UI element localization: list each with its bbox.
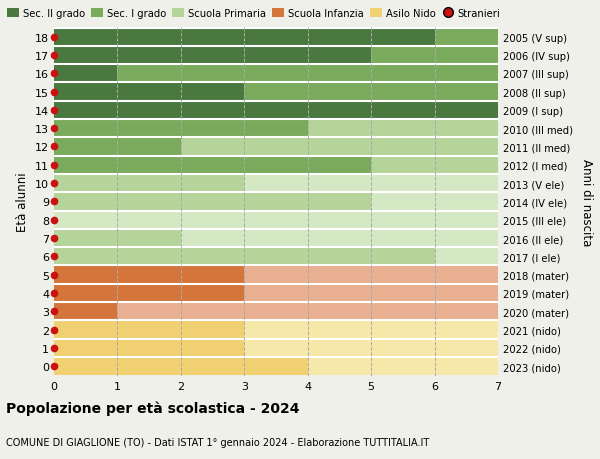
- Bar: [54, 267, 498, 283]
- Bar: [54, 321, 244, 338]
- Bar: [54, 47, 371, 64]
- Bar: [54, 230, 498, 247]
- Bar: [54, 84, 244, 101]
- Bar: [54, 121, 498, 137]
- Text: COMUNE DI GIAGLIONE (TO) - Dati ISTAT 1° gennaio 2024 - Elaborazione TUTTITALIA.: COMUNE DI GIAGLIONE (TO) - Dati ISTAT 1°…: [6, 437, 429, 448]
- Bar: [54, 84, 498, 101]
- Bar: [54, 102, 498, 119]
- Bar: [54, 102, 498, 119]
- Bar: [54, 175, 244, 192]
- Bar: [54, 303, 498, 320]
- Bar: [54, 121, 308, 137]
- Bar: [54, 212, 498, 229]
- Bar: [54, 47, 498, 64]
- Bar: [54, 358, 498, 375]
- Legend: Sec. II grado, Sec. I grado, Scuola Primaria, Scuola Infanzia, Asilo Nido, Stran: Sec. II grado, Sec. I grado, Scuola Prim…: [7, 9, 500, 19]
- Bar: [54, 139, 498, 156]
- Bar: [54, 157, 498, 174]
- Bar: [54, 340, 498, 357]
- Bar: [54, 230, 181, 247]
- Bar: [54, 248, 498, 265]
- Bar: [54, 267, 244, 283]
- Bar: [54, 248, 434, 265]
- Y-axis label: Età alunni: Età alunni: [16, 172, 29, 232]
- Bar: [54, 29, 434, 46]
- Bar: [54, 285, 498, 302]
- Bar: [54, 340, 244, 357]
- Bar: [54, 66, 498, 83]
- Bar: [54, 175, 498, 192]
- Text: Popolazione per età scolastica - 2024: Popolazione per età scolastica - 2024: [6, 401, 299, 415]
- Bar: [54, 157, 371, 174]
- Y-axis label: Anni di nascita: Anni di nascita: [580, 158, 593, 246]
- Bar: [54, 29, 498, 46]
- Bar: [54, 321, 498, 338]
- Bar: [54, 66, 118, 83]
- Bar: [54, 194, 498, 210]
- Bar: [54, 303, 118, 320]
- Bar: [54, 194, 371, 210]
- Bar: [54, 358, 308, 375]
- Bar: [54, 139, 181, 156]
- Bar: [54, 285, 244, 302]
